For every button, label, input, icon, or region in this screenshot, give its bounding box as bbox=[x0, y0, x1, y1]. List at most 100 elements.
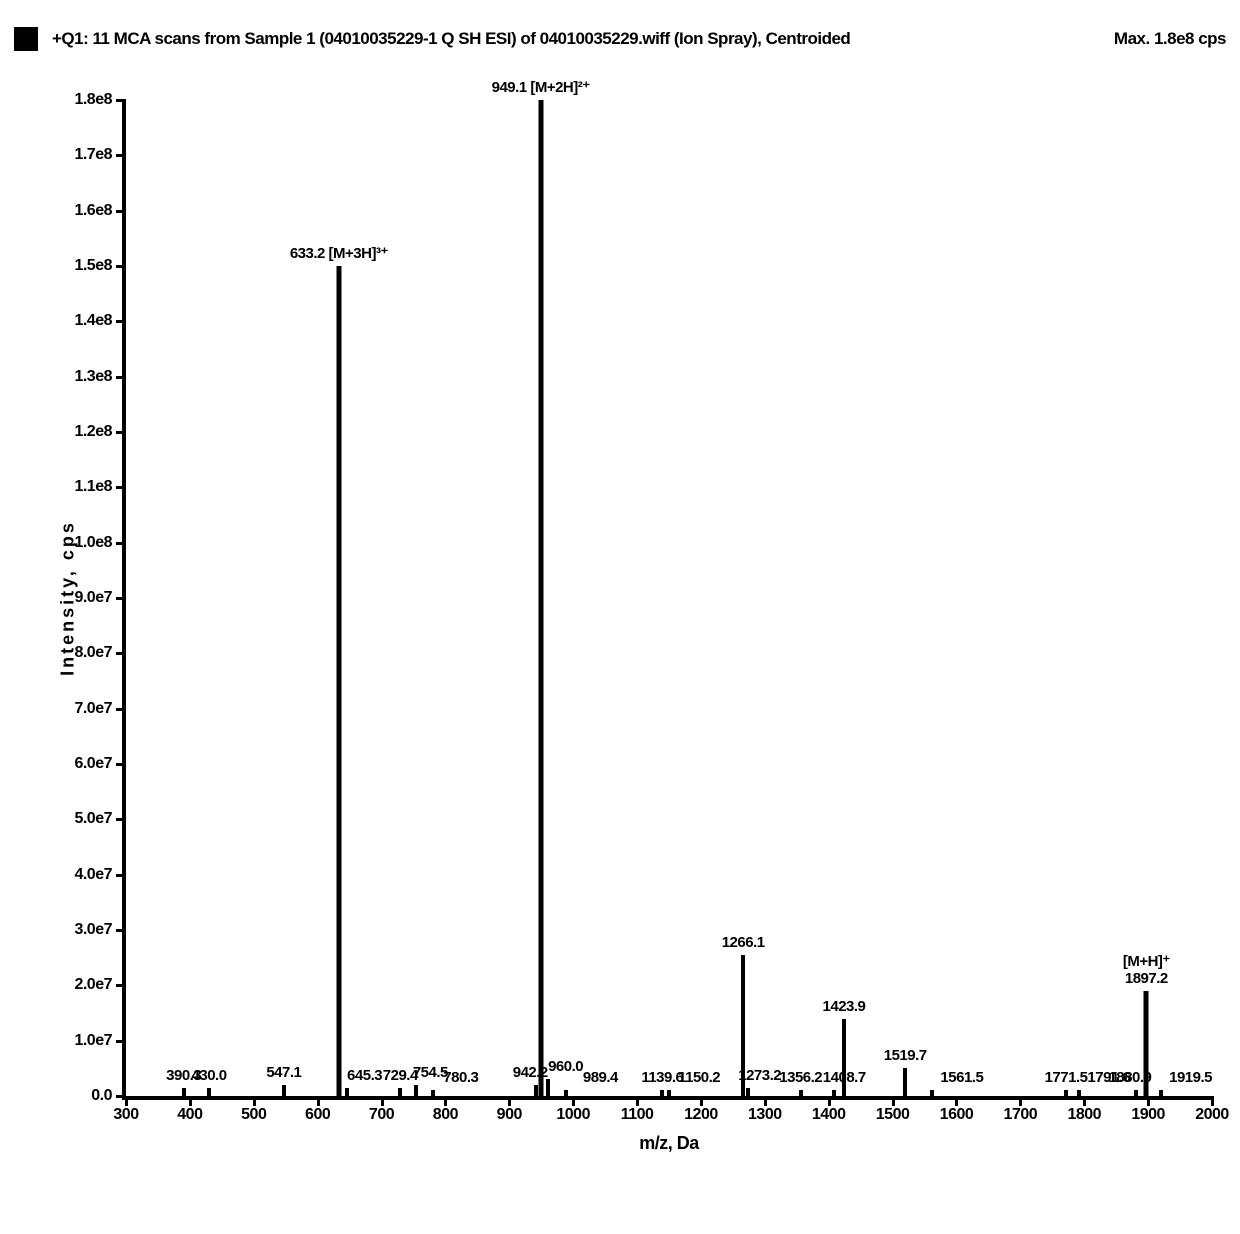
x-tick bbox=[892, 1096, 895, 1106]
mass-peak-label: 1266.1 bbox=[722, 934, 765, 951]
y-tick bbox=[116, 265, 126, 268]
y-tick bbox=[116, 597, 126, 600]
x-tick-label: 1300 bbox=[748, 1106, 782, 1124]
mass-peak-label: 645.3 bbox=[347, 1067, 382, 1084]
y-tick-label: 2.0e7 bbox=[74, 976, 112, 994]
page-root: +Q1: 11 MCA scans from Sample 1 (0401003… bbox=[0, 0, 1240, 1234]
mass-peak bbox=[345, 1088, 349, 1096]
y-tick-label: 9.0e7 bbox=[74, 589, 112, 607]
mass-peak-label: 547.1 bbox=[266, 1064, 301, 1081]
y-tick-label: 1.0e8 bbox=[74, 534, 112, 552]
mass-peak bbox=[414, 1085, 418, 1096]
y-tick bbox=[116, 874, 126, 877]
mass-peak bbox=[282, 1085, 286, 1096]
x-tick bbox=[1083, 1096, 1086, 1106]
x-tick-label: 1400 bbox=[812, 1106, 846, 1124]
mass-peak bbox=[431, 1090, 435, 1096]
mass-peak bbox=[799, 1090, 803, 1096]
mass-peak bbox=[660, 1090, 664, 1096]
mass-peak-label: 1771.5 bbox=[1045, 1069, 1088, 1086]
y-tick-label: 4.0e7 bbox=[74, 866, 112, 884]
mass-peak bbox=[903, 1068, 907, 1096]
y-tick bbox=[116, 99, 126, 102]
mass-peak-label: 1561.5 bbox=[940, 1069, 983, 1086]
x-tick bbox=[572, 1096, 575, 1106]
x-tick-label: 800 bbox=[433, 1106, 458, 1124]
mass-peak-label: 1273.2 bbox=[738, 1067, 781, 1084]
y-tick-label: 1.4e8 bbox=[74, 312, 112, 330]
y-tick-label: 1.6e8 bbox=[74, 202, 112, 220]
mass-peak-label: 780.3 bbox=[443, 1069, 478, 1086]
plot-area: Intensity, cps m/z, Da 0.01.0e72.0e73.0e… bbox=[122, 100, 1212, 1100]
x-tick-label: 1600 bbox=[940, 1106, 974, 1124]
mass-peak-label: 1139.6 bbox=[641, 1069, 683, 1086]
x-tick-label: 900 bbox=[497, 1106, 522, 1124]
y-tick-label: 7.0e7 bbox=[74, 700, 112, 718]
x-tick bbox=[764, 1096, 767, 1106]
x-tick bbox=[381, 1096, 384, 1106]
x-tick-label: 1500 bbox=[876, 1106, 910, 1124]
y-tick bbox=[116, 984, 126, 987]
x-tick-label: 500 bbox=[241, 1106, 266, 1124]
y-tick bbox=[116, 763, 126, 766]
x-tick-label: 1800 bbox=[1067, 1106, 1101, 1124]
y-tick bbox=[116, 210, 126, 213]
mass-peak bbox=[930, 1090, 934, 1096]
x-tick bbox=[508, 1096, 511, 1106]
mass-peak bbox=[398, 1088, 402, 1096]
mass-peak-label: 1423.9 bbox=[823, 998, 866, 1015]
y-tick bbox=[116, 929, 126, 932]
y-tick-label: 3.0e7 bbox=[74, 921, 112, 939]
y-tick-label: 1.2e8 bbox=[74, 423, 112, 441]
y-tick bbox=[116, 320, 126, 323]
y-tick bbox=[116, 1040, 126, 1043]
mass-peak-label: 430.0 bbox=[192, 1067, 227, 1084]
mass-peak bbox=[1077, 1090, 1081, 1096]
mass-peak-label: 960.0 bbox=[548, 1058, 583, 1075]
plot-container: Intensity, cps m/z, Da 0.01.0e72.0e73.0e… bbox=[52, 80, 1222, 1180]
x-tick-label: 1100 bbox=[621, 1106, 654, 1124]
mass-peak bbox=[746, 1088, 750, 1096]
mass-peak bbox=[564, 1090, 568, 1096]
mass-peak bbox=[667, 1090, 671, 1096]
mass-peak bbox=[546, 1079, 550, 1096]
mass-peak bbox=[182, 1088, 186, 1096]
x-tick bbox=[636, 1096, 639, 1106]
x-tick bbox=[1019, 1096, 1022, 1106]
x-tick-label: 1900 bbox=[1131, 1106, 1165, 1124]
mass-peak-label: 1356.2 bbox=[779, 1069, 822, 1086]
y-tick bbox=[116, 431, 126, 434]
mass-peak bbox=[1159, 1090, 1163, 1096]
x-tick bbox=[1147, 1096, 1150, 1106]
x-tick-label: 1700 bbox=[1004, 1106, 1038, 1124]
y-tick-label: 0.0 bbox=[91, 1087, 112, 1105]
y-tick-label: 8.0e7 bbox=[74, 644, 112, 662]
x-tick bbox=[125, 1096, 128, 1106]
chart-title-right: Max. 1.8e8 cps bbox=[1114, 29, 1226, 49]
y-tick bbox=[116, 652, 126, 655]
mass-peak bbox=[207, 1088, 211, 1096]
x-tick bbox=[1211, 1096, 1214, 1106]
y-tick bbox=[116, 376, 126, 379]
x-tick bbox=[700, 1096, 703, 1106]
mass-peak bbox=[832, 1090, 836, 1096]
mass-peak-label: 949.1 [M+2H]²⁺ bbox=[492, 78, 590, 96]
y-tick-label: 1.7e8 bbox=[74, 146, 112, 164]
x-tick-label: 700 bbox=[369, 1106, 394, 1124]
x-tick bbox=[828, 1096, 831, 1106]
mass-peak bbox=[538, 100, 543, 1096]
mass-peak-label: 633.2 [M+3H]³⁺ bbox=[290, 244, 388, 262]
y-tick bbox=[116, 154, 126, 157]
x-axis-label: m/z, Da bbox=[639, 1133, 699, 1154]
mass-peak bbox=[1134, 1090, 1138, 1096]
y-tick-label: 6.0e7 bbox=[74, 755, 112, 773]
mass-peak-label: 1408.7 bbox=[823, 1069, 866, 1086]
y-tick-label: 1.5e8 bbox=[74, 257, 112, 275]
y-tick bbox=[116, 708, 126, 711]
mass-peak-label: 942.2 bbox=[513, 1064, 548, 1081]
x-tick-label: 2000 bbox=[1195, 1106, 1229, 1124]
x-tick-label: 1200 bbox=[684, 1106, 718, 1124]
mass-peak-label: [M+H]⁺1897.2 bbox=[1123, 952, 1170, 987]
x-tick-label: 400 bbox=[177, 1106, 202, 1124]
y-tick-label: 1.1e8 bbox=[74, 478, 112, 496]
